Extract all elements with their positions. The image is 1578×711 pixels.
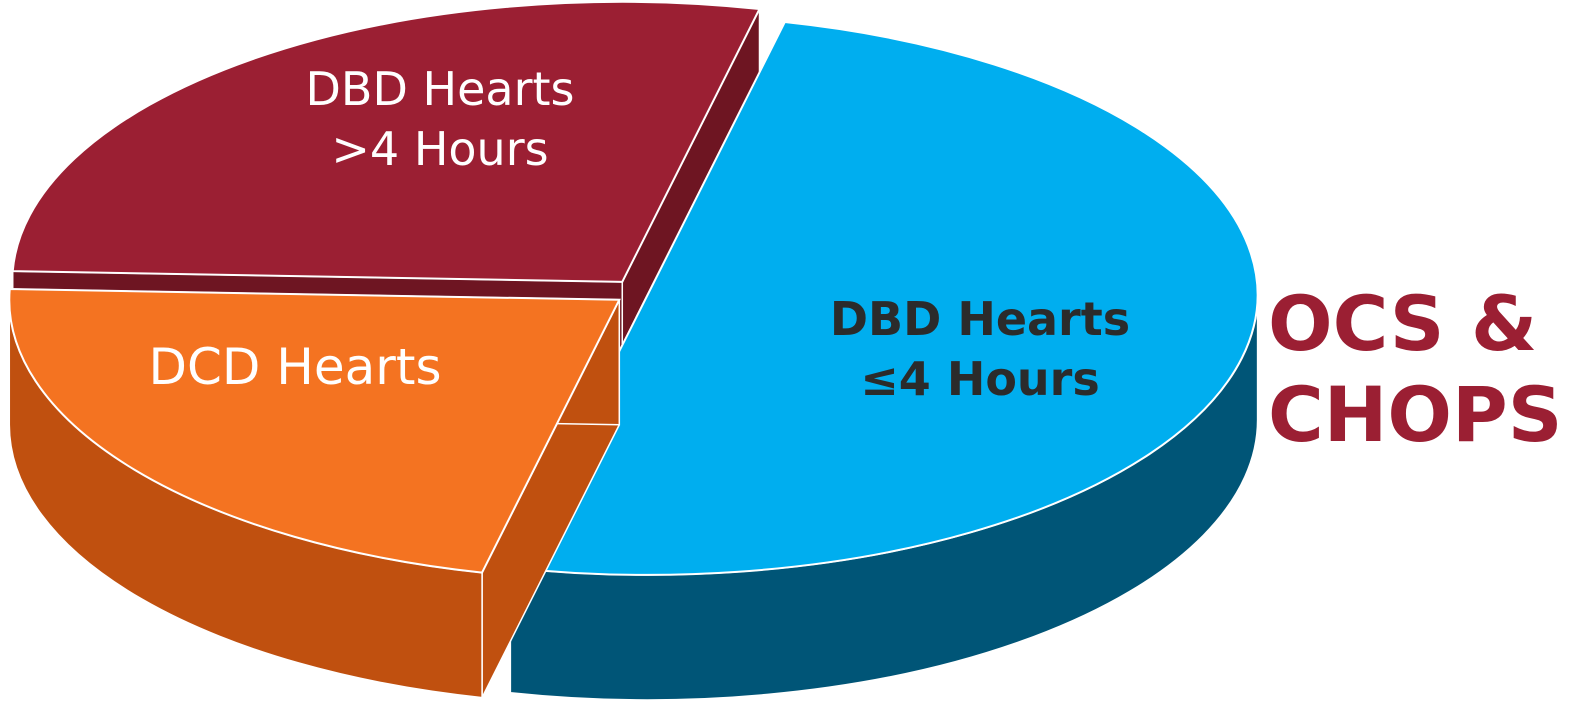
slice-top xyxy=(8,288,621,574)
slice-label: DBD Hearts ≤4 Hours xyxy=(829,292,1131,406)
slice-label: DCD Hearts xyxy=(148,338,442,396)
slice xyxy=(8,288,621,699)
slice-label: DBD Hearts >4 Hours xyxy=(305,62,575,176)
annotation: OCS & CHOPS xyxy=(1268,279,1563,460)
slice-top xyxy=(508,20,1259,576)
slice-top xyxy=(11,0,762,283)
